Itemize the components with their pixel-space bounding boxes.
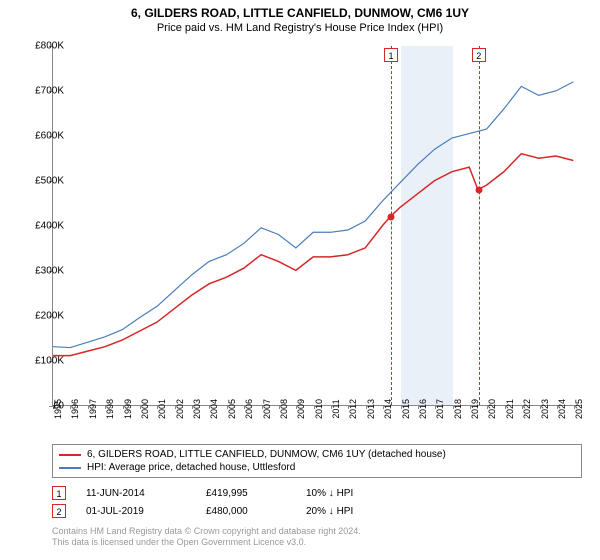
ytick-label: £100K [35, 356, 64, 367]
chart-area: 1995199619971998199920002001200220032004… [52, 46, 582, 406]
legend-row-series2: HPI: Average price, detached house, Uttl… [59, 461, 575, 474]
sale-row-marker: 2 [52, 504, 66, 518]
legend-swatch-series2 [59, 467, 81, 469]
chart-container: 6, GILDERS ROAD, LITTLE CANFIELD, DUNMOW… [0, 0, 600, 560]
xtick-label: 2013 [366, 399, 376, 419]
sale-date: 11-JUN-2014 [86, 488, 206, 499]
xtick-label: 2018 [453, 399, 463, 419]
footer-line1: Contains HM Land Registry data © Crown c… [52, 526, 582, 537]
xtick-label: 2008 [279, 399, 289, 419]
ytick-label: £0 [53, 401, 64, 412]
ytick-label: £300K [35, 266, 64, 277]
ytick-label: £800K [35, 41, 64, 52]
xtick-label: 2015 [401, 399, 411, 419]
chart-title: 6, GILDERS ROAD, LITTLE CANFIELD, DUNMOW… [0, 0, 600, 20]
xtick-label: 2003 [192, 399, 202, 419]
ytick-label: £700K [35, 86, 64, 97]
sale-rows: 1 11-JUN-2014£419,99510% ↓ HPI 2 01-JUL-201… [52, 484, 582, 520]
xtick-label: 1997 [88, 399, 98, 419]
xtick-label: 2004 [209, 399, 219, 419]
legend-swatch-series1 [59, 454, 81, 456]
sale-point [387, 214, 394, 221]
xtick-label: 1998 [105, 399, 115, 419]
xtick-label: 2025 [574, 399, 584, 419]
xtick-label: 1999 [123, 399, 133, 419]
xtick-label: 2017 [435, 399, 445, 419]
sale-row: 2 01-JUL-2019£480,00020% ↓ HPI [52, 502, 582, 520]
xtick-label: 2007 [262, 399, 272, 419]
xtick-label: 2000 [140, 399, 150, 419]
line-series-property [53, 154, 573, 356]
legend-label-series1: 6, GILDERS ROAD, LITTLE CANFIELD, DUNMOW… [87, 449, 446, 460]
sale-point [475, 187, 482, 194]
sale-row: 1 11-JUN-2014£419,99510% ↓ HPI [52, 484, 582, 502]
legend-box: 6, GILDERS ROAD, LITTLE CANFIELD, DUNMOW… [52, 444, 582, 478]
xtick-label: 2002 [175, 399, 185, 419]
sale-row-marker: 1 [52, 486, 66, 500]
xtick-label: 2016 [418, 399, 428, 419]
line-svg [53, 46, 582, 405]
ytick-label: £500K [35, 176, 64, 187]
xtick-label: 2001 [157, 399, 167, 419]
xtick-label: 2006 [244, 399, 254, 419]
sale-price: £480,000 [206, 506, 306, 517]
ytick-label: £400K [35, 221, 64, 232]
xtick-label: 2005 [227, 399, 237, 419]
line-series-hpi [53, 82, 573, 348]
xtick-label: 1996 [70, 399, 80, 419]
plot-region: 1995199619971998199920002001200220032004… [52, 46, 582, 406]
xtick-label: 2010 [314, 399, 324, 419]
chart-subtitle: Price paid vs. HM Land Registry's House … [0, 20, 600, 40]
sale-diff: 10% ↓ HPI [306, 488, 426, 499]
ytick-label: £200K [35, 311, 64, 322]
xtick-label: 2009 [296, 399, 306, 419]
sale-marker-line [479, 46, 480, 405]
legend-row-series1: 6, GILDERS ROAD, LITTLE CANFIELD, DUNMOW… [59, 448, 575, 461]
sale-marker-box: 1 [384, 48, 398, 62]
sale-marker-box: 2 [472, 48, 486, 62]
sale-diff: 20% ↓ HPI [306, 506, 426, 517]
sale-price: £419,995 [206, 488, 306, 499]
sale-date: 01-JUL-2019 [86, 506, 206, 517]
xtick-label: 2023 [540, 399, 550, 419]
ytick-label: £600K [35, 131, 64, 142]
xtick-label: 2020 [487, 399, 497, 419]
xtick-label: 2022 [522, 399, 532, 419]
xtick-label: 2021 [505, 399, 515, 419]
legend-label-series2: HPI: Average price, detached house, Uttl… [87, 462, 295, 473]
sale-marker-line [391, 46, 392, 405]
xtick-label: 2024 [557, 399, 567, 419]
footer-attribution: Contains HM Land Registry data © Crown c… [52, 526, 582, 549]
xtick-label: 2011 [331, 399, 341, 418]
xtick-label: 2012 [348, 399, 358, 419]
footer-line2: This data is licensed under the Open Gov… [52, 537, 582, 548]
